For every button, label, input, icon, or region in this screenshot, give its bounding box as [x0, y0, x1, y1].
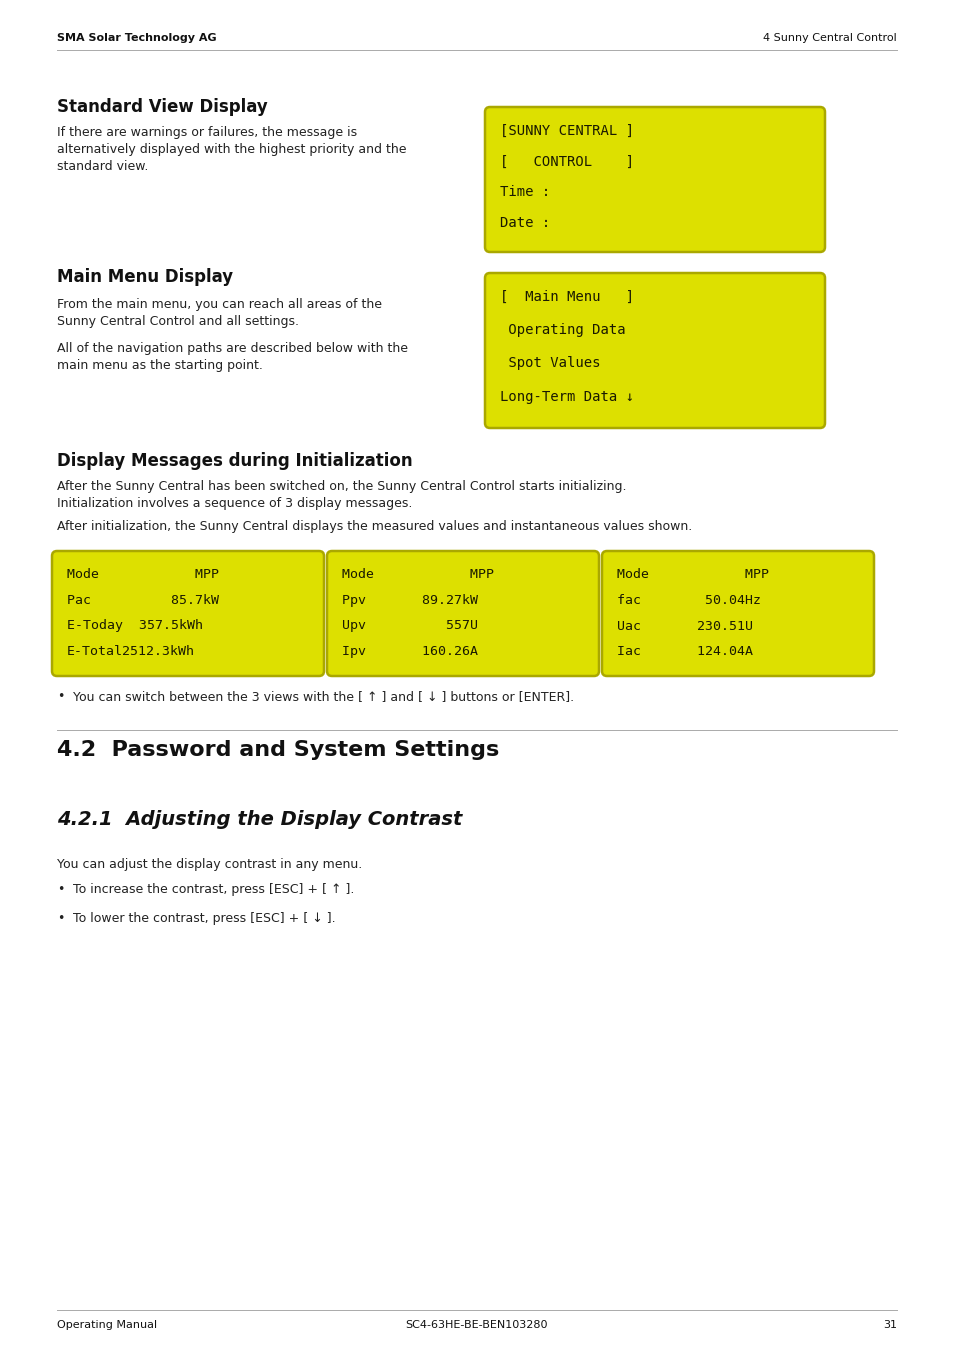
Text: Initialization involves a sequence of 3 display messages.: Initialization involves a sequence of 3 …	[57, 498, 412, 510]
Text: Date :: Date :	[499, 216, 550, 230]
Text: •: •	[57, 913, 64, 925]
FancyBboxPatch shape	[52, 552, 324, 676]
Text: main menu as the starting point.: main menu as the starting point.	[57, 360, 263, 372]
Text: alternatively displayed with the highest priority and the: alternatively displayed with the highest…	[57, 143, 406, 155]
Text: [  Main Menu   ]: [ Main Menu ]	[499, 289, 634, 304]
Text: To lower the contrast, press [ESC] + [ ↓ ].: To lower the contrast, press [ESC] + [ ↓…	[73, 913, 335, 925]
Text: Time :: Time :	[499, 185, 550, 200]
Text: You can switch between the 3 views with the [ ↑ ] and [ ↓ ] buttons or [ENTER].: You can switch between the 3 views with …	[73, 690, 574, 703]
Text: You can adjust the display contrast in any menu.: You can adjust the display contrast in a…	[57, 859, 362, 871]
Text: Uac       230.51U: Uac 230.51U	[617, 619, 752, 633]
Text: Operating Data: Operating Data	[499, 323, 625, 337]
Text: If there are warnings or failures, the message is: If there are warnings or failures, the m…	[57, 126, 356, 139]
Text: After initialization, the Sunny Central displays the measured values and instant: After initialization, the Sunny Central …	[57, 521, 692, 533]
Text: Sunny Central Control and all settings.: Sunny Central Control and all settings.	[57, 315, 298, 329]
FancyBboxPatch shape	[484, 273, 824, 429]
Text: Display Messages during Initialization: Display Messages during Initialization	[57, 452, 413, 470]
Text: Mode            MPP: Mode MPP	[617, 568, 768, 581]
Text: 4.2.1  Adjusting the Display Contrast: 4.2.1 Adjusting the Display Contrast	[57, 810, 462, 829]
Text: Ipv       160.26A: Ipv 160.26A	[341, 645, 477, 658]
Text: Mode            MPP: Mode MPP	[67, 568, 219, 581]
Text: •: •	[57, 883, 64, 896]
Text: Standard View Display: Standard View Display	[57, 97, 268, 116]
Text: Mode            MPP: Mode MPP	[341, 568, 494, 581]
Text: From the main menu, you can reach all areas of the: From the main menu, you can reach all ar…	[57, 297, 381, 311]
Text: SMA Solar Technology AG: SMA Solar Technology AG	[57, 32, 216, 43]
Text: 4 Sunny Central Control: 4 Sunny Central Control	[762, 32, 896, 43]
Text: E-Total2512.3kWh: E-Total2512.3kWh	[67, 645, 194, 658]
Text: Pac          85.7kW: Pac 85.7kW	[67, 594, 219, 607]
Text: After the Sunny Central has been switched on, the Sunny Central Control starts i: After the Sunny Central has been switche…	[57, 480, 626, 493]
Text: Operating Manual: Operating Manual	[57, 1320, 157, 1330]
Text: Spot Values: Spot Values	[499, 357, 599, 370]
Text: All of the navigation paths are described below with the: All of the navigation paths are describe…	[57, 342, 408, 356]
Text: fac        50.04Hz: fac 50.04Hz	[617, 594, 760, 607]
Text: Long-Term Data ↓: Long-Term Data ↓	[499, 389, 634, 404]
Text: 31: 31	[882, 1320, 896, 1330]
FancyBboxPatch shape	[484, 107, 824, 251]
FancyBboxPatch shape	[327, 552, 598, 676]
Text: Upv          557U: Upv 557U	[341, 619, 477, 633]
FancyBboxPatch shape	[601, 552, 873, 676]
Text: •: •	[57, 690, 64, 703]
Text: E-Today  357.5kWh: E-Today 357.5kWh	[67, 619, 203, 633]
Text: Ppv       89.27kW: Ppv 89.27kW	[341, 594, 477, 607]
Text: 4.2  Password and System Settings: 4.2 Password and System Settings	[57, 740, 498, 760]
Text: To increase the contrast, press [ESC] + [ ↑ ].: To increase the contrast, press [ESC] + …	[73, 883, 354, 896]
Text: [   CONTROL    ]: [ CONTROL ]	[499, 154, 634, 169]
Text: SC4-63HE-BE-BEN103280: SC4-63HE-BE-BEN103280	[405, 1320, 548, 1330]
Text: [SUNNY CENTRAL ]: [SUNNY CENTRAL ]	[499, 124, 634, 138]
Text: Main Menu Display: Main Menu Display	[57, 268, 233, 287]
Text: Iac       124.04A: Iac 124.04A	[617, 645, 752, 658]
Text: standard view.: standard view.	[57, 160, 149, 173]
